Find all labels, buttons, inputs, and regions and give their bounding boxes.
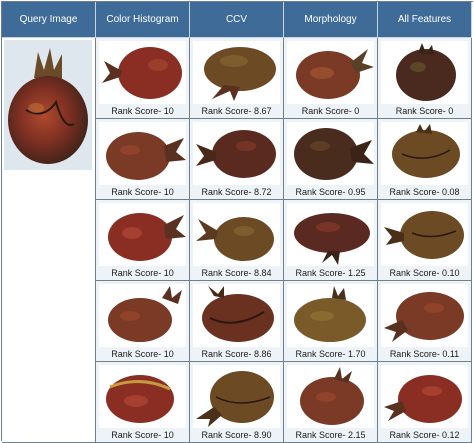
rank-score: Rank Score- 0.11 (389, 349, 460, 359)
pomegranate-icon (295, 48, 374, 99)
rank-score: Rank Score- 10 (111, 268, 174, 278)
rank-score: Rank Score- 0.95 (295, 187, 366, 197)
result-cell: Rank Score- 0.12 (378, 362, 472, 443)
result-image (193, 203, 280, 266)
pomegranate-icon (101, 46, 182, 99)
pomegranate-icon (105, 131, 186, 180)
header-all-features: All Features (378, 2, 472, 38)
result-cell: Rank Score- 0 (378, 38, 472, 119)
result-image (287, 203, 374, 266)
result-image (193, 284, 280, 347)
query-image-cell (2, 38, 96, 443)
result-cell: Rank Score- 8.86 (190, 281, 284, 362)
header-ccv: CCV (190, 2, 284, 38)
result-cell: Rank Score- 0.08 (378, 119, 472, 200)
result-cell: Rank Score- 8.67 (190, 38, 284, 119)
result-image (287, 41, 374, 104)
result-image (287, 365, 374, 428)
result-image (381, 365, 468, 428)
rank-score: Rank Score- 0 (301, 106, 360, 116)
rank-score: Rank Score- 0.12 (389, 430, 460, 440)
result-cell: Rank Score- 0.10 (378, 200, 472, 281)
result-image (381, 122, 468, 185)
result-image (99, 203, 186, 266)
pomegranate-icon (195, 129, 276, 178)
query-image (4, 40, 92, 170)
pomegranate-query-icon (8, 48, 88, 164)
result-image (99, 284, 186, 347)
rank-score: Rank Score- 8.67 (201, 106, 272, 116)
result-image (99, 365, 186, 428)
rank-score: Rank Score- 10 (111, 106, 174, 116)
result-cell: Rank Score- 1.70 (284, 281, 378, 362)
pomegranate-icon (107, 212, 186, 261)
pomegranate-icon (105, 374, 174, 423)
result-image (287, 122, 374, 185)
rank-score: Rank Score- 0 (395, 106, 454, 116)
result-cell: Rank Score- 0.95 (284, 119, 378, 200)
result-cell: Rank Score- 8.90 (190, 362, 284, 443)
pomegranate-icon (107, 285, 182, 342)
rank-score: Rank Score- 10 (111, 349, 174, 359)
rank-score: Rank Score- 2.15 (295, 430, 366, 440)
rank-score: Rank Score- 1.25 (295, 268, 366, 278)
rank-score: Rank Score- 10 (111, 430, 174, 440)
pomegranate-icon (195, 370, 274, 427)
result-image (381, 41, 468, 104)
pomegranate-icon (299, 366, 364, 425)
pomegranate-icon (391, 123, 460, 178)
rank-score: Rank Score- 0.08 (389, 187, 460, 197)
pomegranate-icon (383, 374, 462, 423)
result-cell: Rank Score- 2.15 (284, 362, 378, 443)
pomegranate-icon (293, 212, 370, 265)
result-cell: Rank Score- 10 (96, 362, 190, 443)
header-morphology: Morphology (284, 2, 378, 38)
result-cell: Rank Score- 10 (96, 119, 190, 200)
rank-score: Rank Score- 8.72 (201, 187, 272, 197)
result-image (99, 122, 186, 185)
rank-score: Rank Score- 8.86 (201, 349, 272, 359)
result-cell: Rank Score- 8.84 (190, 200, 284, 281)
pomegranate-icon (395, 42, 456, 101)
result-image (287, 284, 374, 347)
pomegranate-icon (293, 127, 374, 180)
result-cell: Rank Score- 0.11 (378, 281, 472, 362)
result-image (193, 41, 280, 104)
result-image (193, 365, 280, 428)
rank-score: Rank Score- 10 (111, 187, 174, 197)
rank-score: Rank Score- 8.90 (201, 430, 272, 440)
header-color-histogram: Color Histogram (96, 2, 190, 38)
pomegranate-icon (293, 285, 366, 342)
pomegranate-icon (201, 285, 274, 342)
rank-score: Rank Score- 1.70 (295, 349, 366, 359)
result-cell: Rank Score- 1.25 (284, 200, 378, 281)
result-cell: Rank Score- 10 (96, 281, 190, 362)
result-image (193, 122, 280, 185)
pomegranate-icon (383, 291, 464, 342)
result-cell: Rank Score- 0 (284, 38, 378, 119)
pomegranate-icon (195, 216, 274, 261)
header-query-image: Query Image (2, 2, 96, 38)
pomegranate-icon (383, 210, 464, 259)
rank-score: Rank Score- 0.10 (389, 268, 460, 278)
result-cell: Rank Score- 8.72 (190, 119, 284, 200)
result-cell: Rank Score- 10 (96, 200, 190, 281)
result-cell: Rank Score- 10 (96, 38, 190, 119)
result-image (99, 41, 186, 104)
pomegranate-icon (203, 46, 276, 101)
result-image (381, 284, 468, 347)
result-image (381, 203, 468, 266)
rank-score: Rank Score- 8.84 (201, 268, 272, 278)
